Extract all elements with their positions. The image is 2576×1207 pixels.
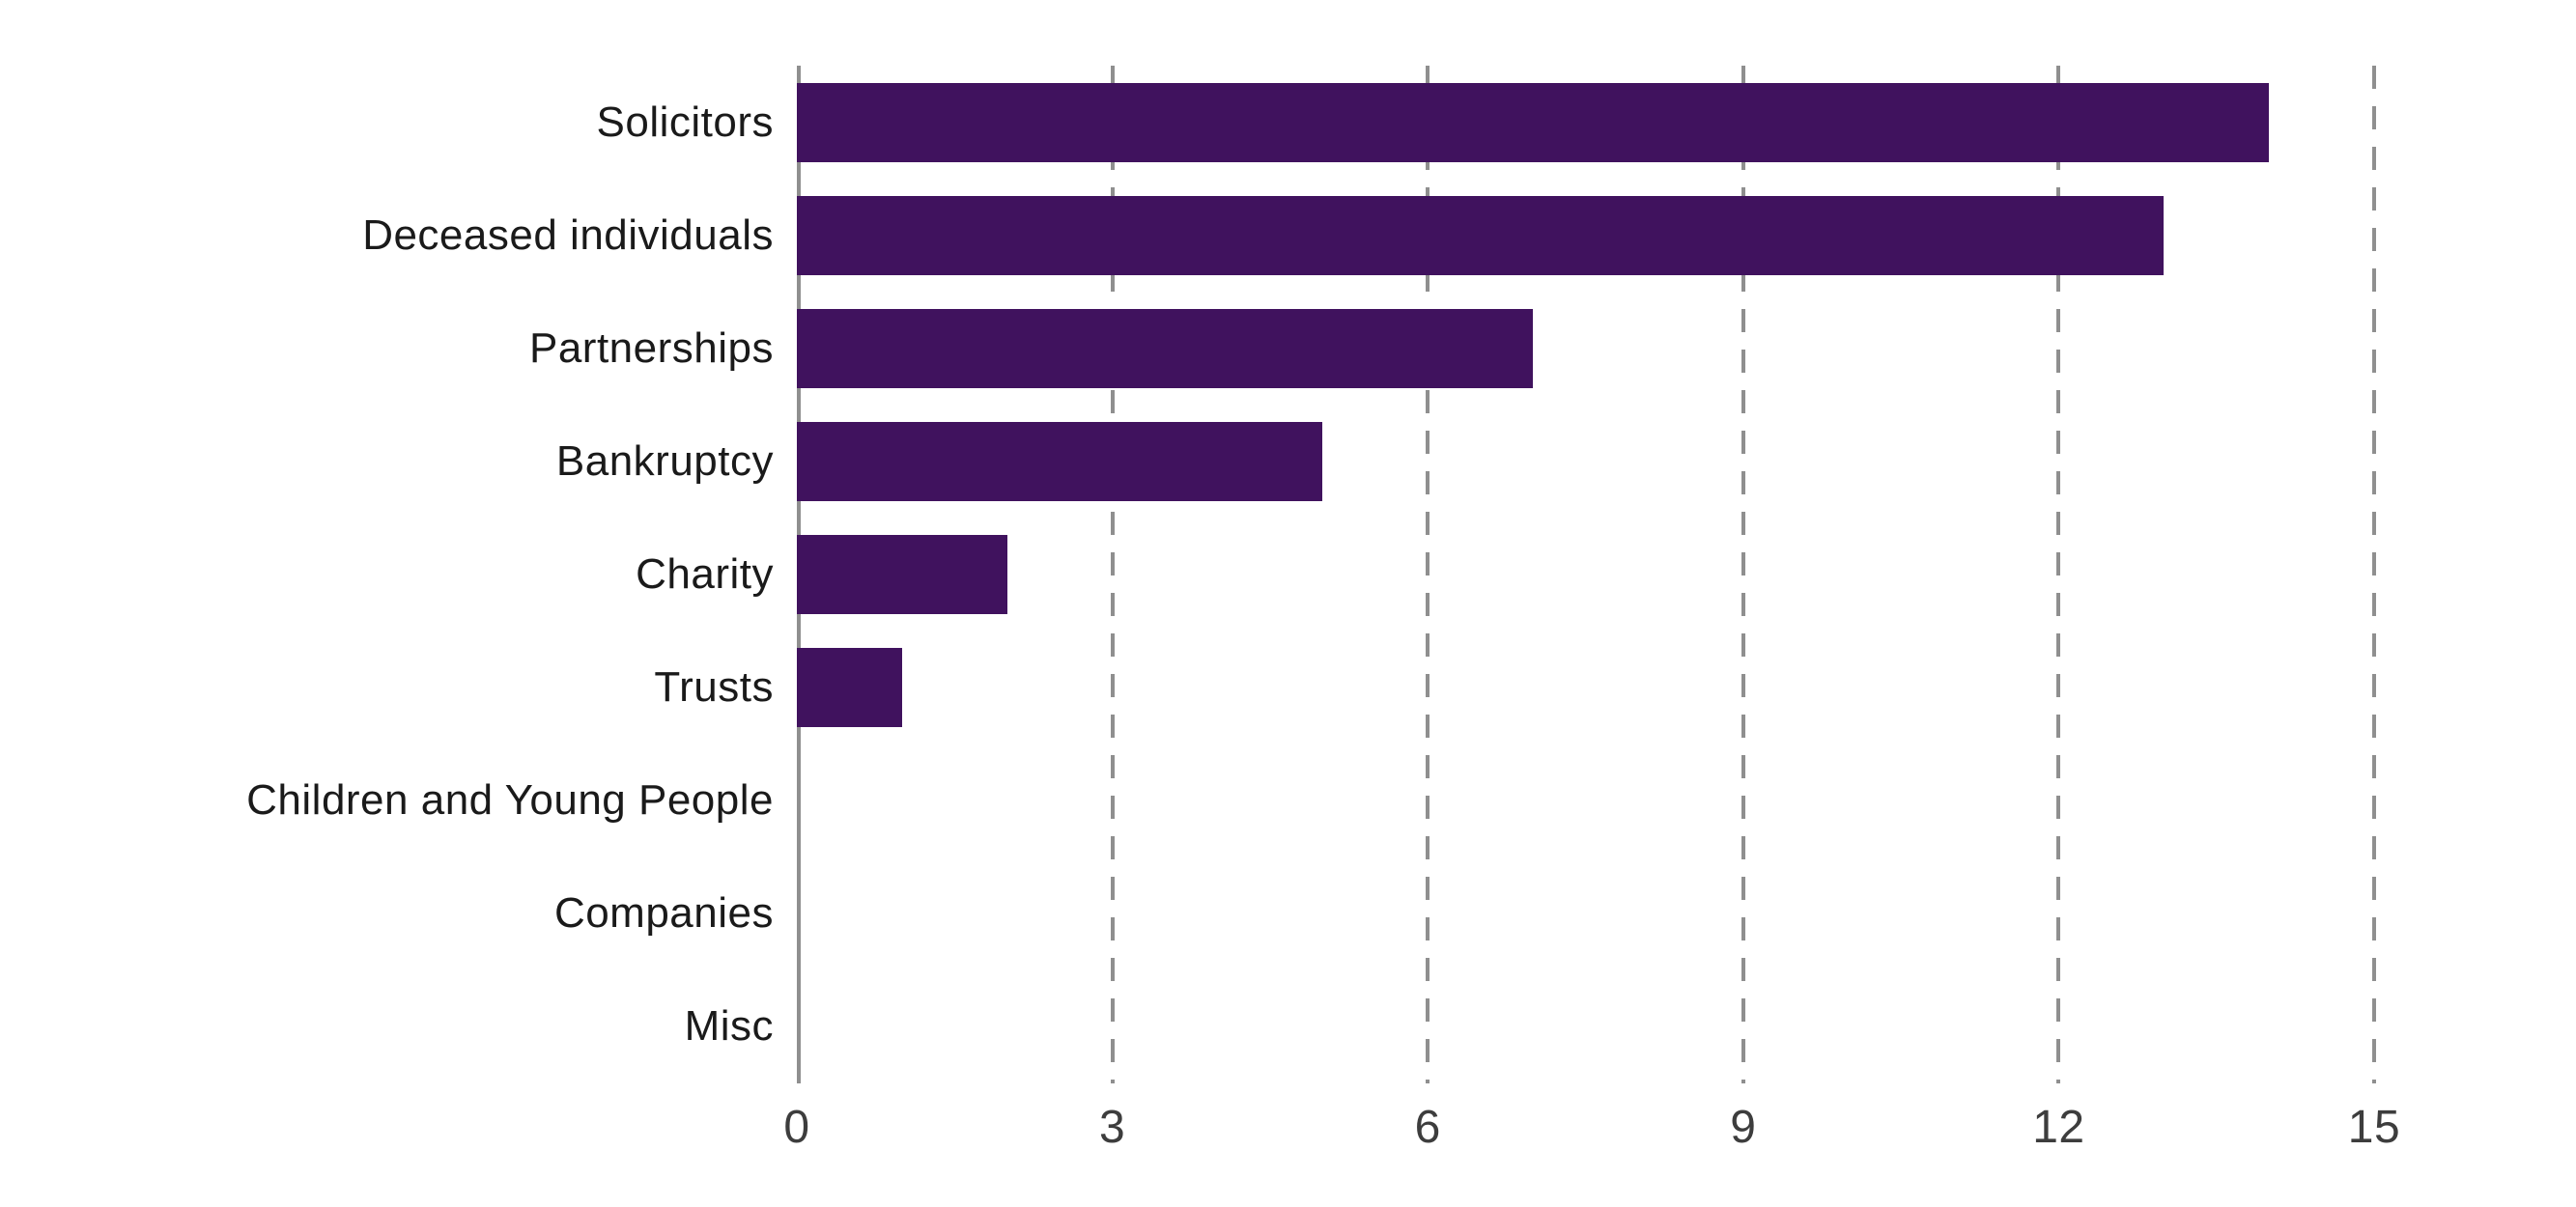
x-tick-label: 0 bbox=[783, 1102, 810, 1153]
bar-row: Misc bbox=[685, 970, 2374, 1083]
bar bbox=[797, 648, 902, 728]
category-label: Deceased individuals bbox=[362, 211, 774, 259]
bar bbox=[797, 535, 1007, 614]
category-label: Misc bbox=[684, 1002, 774, 1051]
bar-track bbox=[797, 874, 2374, 953]
gridline-3 bbox=[1110, 66, 1115, 1083]
bar bbox=[797, 308, 1534, 388]
bar-row: Partnerships bbox=[529, 292, 2374, 405]
category-label: Charity bbox=[636, 549, 774, 598]
category-label: Trusts bbox=[654, 663, 774, 712]
x-tick-label: 3 bbox=[1098, 1102, 1126, 1153]
bar-row: Children and Young People bbox=[246, 744, 2374, 857]
plot-area: Solicitors Deceased individuals Partnershi… bbox=[246, 66, 2376, 1083]
bar-track bbox=[797, 535, 2374, 614]
bar-row: Charity bbox=[636, 518, 2374, 631]
gridline-9 bbox=[1741, 66, 1745, 1083]
bar-track bbox=[797, 761, 2374, 840]
bar-track bbox=[797, 987, 2374, 1066]
bar-row: Companies bbox=[554, 857, 2374, 970]
gridline-6 bbox=[1426, 66, 1430, 1083]
category-label: Children and Young People bbox=[246, 776, 774, 825]
category-label: Partnerships bbox=[528, 323, 774, 372]
x-axis-tick-labels: 0 3 6 9 12 15 bbox=[783, 1101, 2399, 1168]
bar-track bbox=[797, 82, 2374, 162]
bar-track bbox=[797, 195, 2374, 275]
x-tick-label: 6 bbox=[1414, 1102, 1441, 1153]
bar bbox=[797, 195, 2165, 275]
bar-rows: Solicitors Deceased individuals Partnershi… bbox=[246, 66, 2374, 1083]
gridline-15 bbox=[2372, 66, 2376, 1083]
bar-row: Bankruptcy bbox=[556, 405, 2374, 518]
bar-track bbox=[797, 648, 2374, 728]
category-label: Solicitors bbox=[596, 98, 774, 146]
bar bbox=[797, 421, 1323, 501]
gridline-12 bbox=[2056, 66, 2061, 1083]
x-tick-label: 9 bbox=[1730, 1102, 1757, 1153]
bar bbox=[797, 82, 2270, 162]
bar-track bbox=[797, 308, 2374, 388]
bar-row: Deceased individuals bbox=[362, 179, 2374, 292]
category-label: Bankruptcy bbox=[555, 436, 774, 485]
x-tick-label: 12 bbox=[2032, 1102, 2085, 1153]
category-label: Companies bbox=[553, 889, 774, 938]
x-tick-label: 15 bbox=[2347, 1102, 2401, 1153]
bar-row: Trusts bbox=[654, 632, 2374, 744]
bar-row: Solicitors bbox=[597, 66, 2374, 179]
bar-track bbox=[797, 421, 2374, 501]
